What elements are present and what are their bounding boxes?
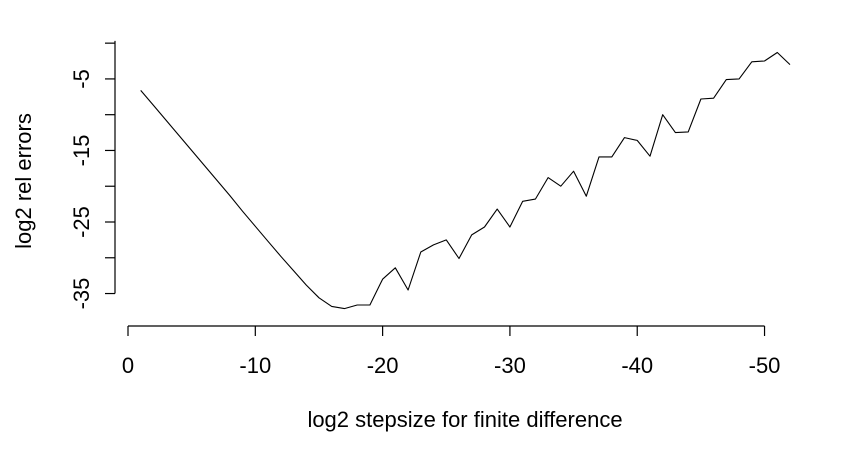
y-tick-label: -15 bbox=[69, 135, 94, 167]
x-tick-label: -50 bbox=[749, 353, 781, 378]
x-tick-label: -20 bbox=[367, 353, 399, 378]
x-tick-label: -40 bbox=[621, 353, 653, 378]
y-tick-label: -35 bbox=[69, 278, 94, 310]
x-tick-label: -10 bbox=[239, 353, 271, 378]
y-axis-title: log2 rel errors bbox=[11, 113, 36, 249]
x-axis: 0 -10 -20 -30 -40 -50 bbox=[122, 325, 781, 378]
x-axis-title: log2 stepsize for finite difference bbox=[307, 407, 622, 432]
series-line bbox=[140, 51, 791, 310]
y-tick-label: -5 bbox=[69, 69, 94, 89]
x-tick-label: 0 bbox=[122, 353, 134, 378]
series-layer bbox=[140, 51, 791, 310]
x-tick-label: -30 bbox=[494, 353, 526, 378]
y-tick-label: -25 bbox=[69, 206, 94, 238]
y-axis: -5 -15 -25 -35 bbox=[69, 40, 116, 310]
